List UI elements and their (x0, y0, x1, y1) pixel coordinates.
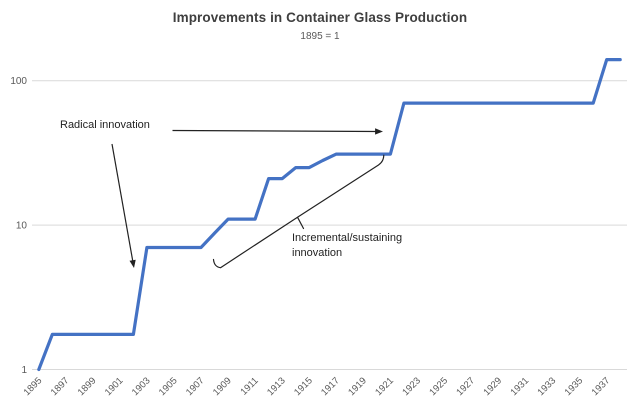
x-tick-label: 1919 (346, 375, 369, 398)
x-tick-label: 1929 (481, 375, 504, 398)
x-tick-label: 1915 (292, 375, 315, 398)
x-axis-labels: 1895 1897 1899 1901 1903 1905 1907 1909 1911 1913… (22, 375, 613, 398)
x-tick-label: 1901 (103, 375, 126, 398)
annotation-incremental-label: Incremental/sustaining innovation (292, 231, 402, 260)
y-axis-labels: 1 10 100 (10, 76, 27, 376)
chart-title: Improvements in Container Glass Producti… (172, 10, 468, 25)
x-tick-label: 1937 (590, 375, 613, 398)
x-tick-label: 1913 (265, 375, 288, 398)
x-tick-label: 1933 (536, 375, 559, 398)
chart-subtitle: 1895 = 1 (300, 31, 340, 42)
x-tick-label: 1921 (373, 375, 396, 398)
x-tick-label: 1911 (239, 375, 261, 397)
x-tick-label: 1917 (319, 375, 342, 398)
x-tick-label: 1907 (184, 375, 207, 398)
x-tick-label: 1895 (22, 375, 45, 398)
y-tick-label: 100 (10, 76, 27, 87)
series-line (37, 57, 622, 372)
annotation-incremental-line1: Incremental/sustaining (292, 232, 403, 244)
y-tick-label: 10 (16, 221, 28, 232)
radical-arrow-down-head (129, 259, 136, 268)
incremental-bracket (212, 154, 385, 269)
radical-arrow-down (111, 143, 134, 264)
x-tick-label: 1909 (211, 375, 234, 398)
x-tick-label: 1923 (400, 375, 423, 398)
radical-arrow-right-head (375, 128, 383, 135)
x-tick-label: 1931 (508, 375, 531, 398)
x-tick-label: 1925 (427, 375, 450, 398)
radical-arrow-right (172, 129, 379, 133)
annotation-incremental-line2: innovation (292, 246, 343, 259)
y-tick-label: 1 (21, 365, 27, 376)
x-tick-label: 1903 (130, 375, 153, 398)
annotation-lines (111, 128, 385, 269)
x-tick-label: 1905 (157, 375, 180, 398)
gridlines (32, 80, 627, 370)
x-tick-label: 1935 (563, 375, 586, 398)
x-tick-label: 1899 (76, 375, 99, 398)
x-tick-label: 1897 (49, 375, 72, 398)
annotation-radical-label: Radical innovation (60, 119, 150, 131)
x-tick-label: 1927 (454, 375, 477, 398)
